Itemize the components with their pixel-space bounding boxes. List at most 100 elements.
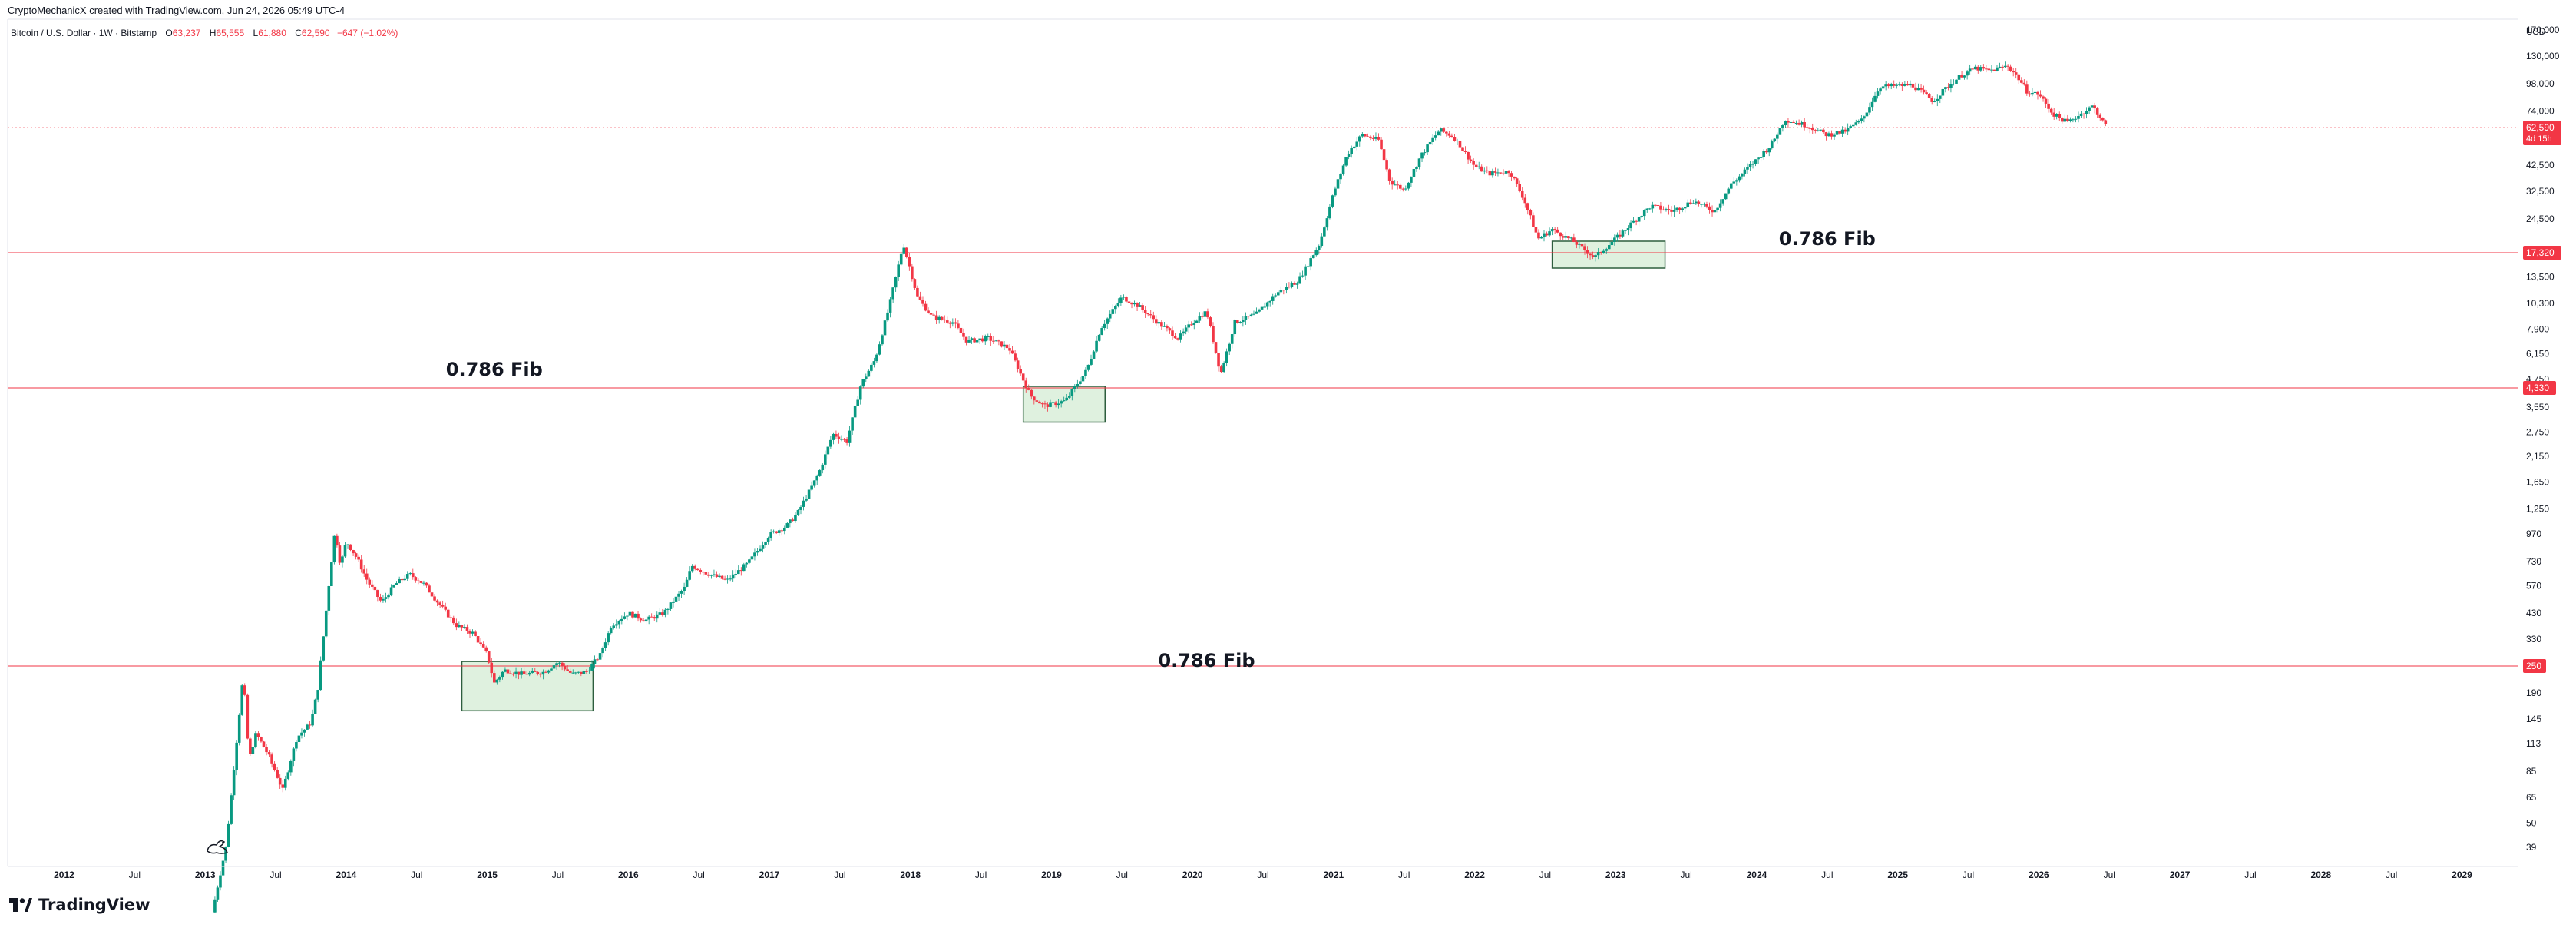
time-tick-label: 2013 bbox=[195, 870, 216, 880]
candle-body bbox=[1705, 204, 1708, 207]
candle-body bbox=[1314, 250, 1318, 256]
fib-annotation-label: 0.786 Fib bbox=[446, 359, 543, 380]
candle-body bbox=[1217, 353, 1220, 367]
candle-body bbox=[2012, 71, 2015, 73]
price-tick-label: 74,000 bbox=[2526, 106, 2555, 117]
candle-body bbox=[1537, 232, 1540, 239]
candle-body bbox=[1982, 67, 1986, 69]
candle-body bbox=[1778, 128, 1782, 135]
price-tick-label: 570 bbox=[2526, 580, 2541, 591]
candle-body bbox=[492, 673, 496, 683]
candle-body bbox=[1767, 148, 1771, 153]
candle-body bbox=[577, 671, 580, 673]
candle-body bbox=[1235, 320, 1239, 323]
candle-body bbox=[1729, 183, 1733, 189]
price-axis[interactable]: 170,000 130,000 98,000 74,000 42,500 32,500 24… bbox=[2526, 25, 2560, 853]
candle-body bbox=[405, 574, 409, 579]
candle-body bbox=[349, 544, 352, 551]
candle-body bbox=[1529, 210, 1533, 216]
candle-body bbox=[1683, 207, 1687, 209]
candle-body bbox=[327, 585, 331, 611]
price-tick-label: 190 bbox=[2526, 687, 2541, 698]
candle-body bbox=[858, 386, 862, 400]
candle-body bbox=[1474, 164, 1478, 167]
candle-body bbox=[501, 671, 504, 678]
candle-body bbox=[2036, 91, 2039, 95]
candle-body bbox=[1513, 176, 1516, 179]
candle-body bbox=[685, 579, 689, 587]
symbol-title[interactable]: Bitcoin / U.S. Dollar · 1W · Bitstamp bbox=[11, 28, 157, 38]
candle-body bbox=[908, 257, 911, 267]
candle-body bbox=[1792, 121, 1795, 124]
time-tick-label: Jul bbox=[411, 870, 422, 880]
candle-body bbox=[444, 606, 448, 610]
candle-body bbox=[729, 578, 732, 580]
candle-body bbox=[1960, 75, 1963, 78]
price-tick-label: 3,550 bbox=[2526, 402, 2549, 412]
candle-body bbox=[300, 732, 303, 736]
candle-body bbox=[951, 322, 954, 324]
candle-body bbox=[742, 564, 746, 572]
candle-body bbox=[1887, 84, 1890, 87]
candle-body bbox=[414, 577, 418, 581]
fib-annotation-label: 0.786 Fib bbox=[1779, 228, 1876, 250]
candle-body bbox=[1654, 204, 1657, 206]
candle-body bbox=[1876, 91, 1880, 96]
candle-body bbox=[1005, 344, 1009, 349]
candle-body bbox=[699, 569, 703, 572]
time-tick-label: Jul bbox=[129, 870, 141, 880]
candle-body bbox=[1787, 121, 1790, 123]
candle-body bbox=[902, 247, 906, 254]
currency-label: USD bbox=[2526, 26, 2546, 37]
open-label: O bbox=[165, 28, 173, 38]
price-tick-label: 65 bbox=[2526, 792, 2537, 803]
candle-body bbox=[1263, 306, 1266, 308]
candle-body bbox=[398, 578, 401, 584]
candle-body bbox=[992, 340, 995, 342]
candle-body bbox=[601, 648, 604, 654]
candle-body bbox=[1290, 283, 1294, 287]
tradingview-logo-icon bbox=[9, 898, 32, 912]
candle-body bbox=[1073, 386, 1076, 389]
candle-body bbox=[463, 627, 466, 628]
candle-body bbox=[980, 338, 984, 342]
candle-body bbox=[1116, 303, 1120, 306]
candle-body bbox=[2025, 84, 2029, 94]
candle-body bbox=[669, 602, 673, 609]
candle-body bbox=[715, 574, 719, 577]
candle-body bbox=[1700, 204, 1703, 205]
candle-body bbox=[764, 542, 767, 545]
time-tick-label: Jul bbox=[1963, 870, 1974, 880]
candle-body bbox=[1966, 71, 1969, 76]
candle-body bbox=[1166, 326, 1169, 329]
candle-body bbox=[927, 310, 930, 313]
candle-body bbox=[1884, 84, 1887, 87]
candle-body bbox=[1214, 342, 1218, 353]
candle-body bbox=[1873, 95, 1877, 102]
candle-body bbox=[1079, 381, 1082, 384]
candle-body bbox=[531, 671, 534, 673]
candle-body bbox=[338, 545, 342, 563]
candle-body bbox=[265, 747, 268, 753]
candle-body bbox=[1635, 220, 1638, 222]
price-tick-label: 42,500 bbox=[2526, 160, 2555, 171]
candle-body bbox=[1716, 207, 1719, 210]
candle-body bbox=[861, 379, 865, 387]
candle-body bbox=[2017, 74, 2021, 81]
candle-body bbox=[1550, 229, 1554, 232]
tradingview-brand[interactable]: TradingView bbox=[9, 896, 150, 914]
candle-body bbox=[655, 614, 659, 619]
candle-body bbox=[680, 591, 683, 594]
candle-body bbox=[1741, 173, 1744, 177]
candle-body bbox=[1632, 220, 1635, 223]
candle-body bbox=[1688, 202, 1692, 204]
fib-price-tag: 250 bbox=[2526, 661, 2541, 671]
candle-body bbox=[796, 509, 800, 515]
candle-body bbox=[1136, 303, 1139, 307]
time-axis[interactable]: 2012 Jul 2013 Jul 2014 Jul 2015 Jul 2016 Jul 2017 J… bbox=[54, 870, 2472, 880]
fib-price-tag-bg bbox=[2523, 381, 2556, 396]
candle-body bbox=[571, 672, 575, 674]
candle-body bbox=[1881, 86, 1885, 89]
candle-body bbox=[639, 618, 643, 621]
